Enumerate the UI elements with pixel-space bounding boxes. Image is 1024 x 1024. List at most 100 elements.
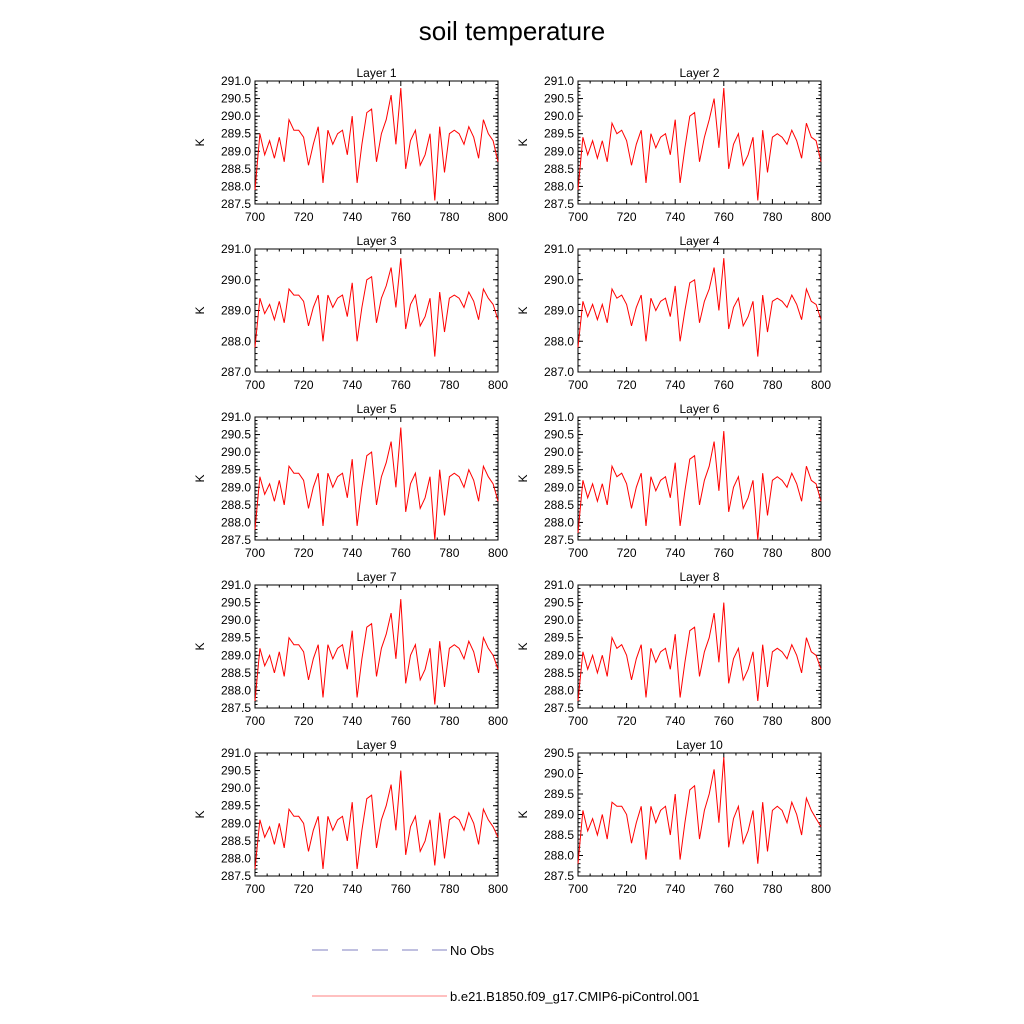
x-tick-label: 800: [811, 210, 831, 224]
y-tick-label: 291.0: [221, 74, 251, 88]
series-line: [577, 757, 822, 864]
y-tick-label: 291.0: [221, 242, 251, 256]
x-tick-label: 780: [439, 210, 459, 224]
x-tick-label: 720: [294, 210, 314, 224]
series-line: [577, 431, 822, 541]
x-tick-label: 780: [762, 882, 782, 896]
panel-title: Layer 4: [679, 234, 719, 248]
x-tick-label: 740: [665, 882, 685, 896]
x-tick-label: 780: [439, 546, 459, 560]
y-tick-label: 291.0: [221, 578, 251, 592]
x-tick-label: 780: [439, 714, 459, 728]
x-tick-label: 740: [665, 546, 685, 560]
y-tick-label: 287.5: [221, 701, 251, 715]
x-tick-label: 720: [617, 882, 637, 896]
x-tick-label: 740: [342, 378, 362, 392]
x-tick-label: 760: [391, 210, 411, 224]
x-tick-label: 720: [617, 714, 637, 728]
y-tick-label: 288.0: [544, 849, 574, 863]
x-tick-label: 760: [391, 378, 411, 392]
plot-frame: [577, 80, 822, 205]
plot-frame: [577, 416, 822, 541]
y-tick-label: 288.0: [221, 851, 251, 865]
y-tick-label: 290.0: [221, 273, 251, 287]
y-tick-label: 290.0: [544, 109, 574, 123]
x-tick-label: 780: [439, 378, 459, 392]
plot-frame: [254, 416, 499, 541]
series-line: [254, 599, 499, 705]
y-tick-label: 289.5: [544, 631, 574, 645]
panel-title: Layer 5: [356, 402, 396, 416]
y-axis-label: K: [193, 138, 207, 146]
series-line: [254, 258, 499, 357]
y-tick-label: 288.5: [544, 162, 574, 176]
series-line: [577, 602, 822, 702]
y-tick-label: 288.0: [544, 683, 574, 697]
y-tick-label: 288.0: [544, 334, 574, 348]
panel-layer-5: Layer 5 K 700 720 740 760 780 800 287.5 288.0 288.…: [193, 402, 508, 560]
x-tick-label: 780: [439, 882, 459, 896]
x-tick-label: 720: [617, 210, 637, 224]
x-tick-label: 700: [245, 378, 265, 392]
x-tick-label: 700: [245, 546, 265, 560]
y-tick-label: 290.5: [221, 596, 251, 610]
panel-title: Layer 10: [676, 738, 723, 752]
x-tick-label: 740: [342, 714, 362, 728]
y-tick-label: 290.5: [221, 92, 251, 106]
y-tick-label: 291.0: [544, 74, 574, 88]
y-tick-label: 289.5: [544, 787, 574, 801]
x-tick-label: 760: [714, 882, 734, 896]
y-tick-label: 287.5: [544, 533, 574, 547]
panel-layer-9: Layer 9 K 700 720 740 760 780 800 287.5 288.0 288.…: [193, 738, 508, 896]
x-tick-label: 740: [665, 210, 685, 224]
y-tick-label: 289.0: [221, 816, 251, 830]
x-tick-label: 800: [811, 882, 831, 896]
series-line: [254, 770, 499, 870]
x-tick-label: 800: [488, 378, 508, 392]
y-tick-label: 287.0: [544, 365, 574, 379]
plot-frame: [254, 248, 499, 373]
x-tick-label: 740: [342, 546, 362, 560]
y-tick-label: 288.5: [221, 834, 251, 848]
y-tick-label: 290.5: [221, 428, 251, 442]
legend-label-no-obs: No Obs: [450, 943, 495, 958]
panel-layer-6: Layer 6 K 700 720 740 760 780 800 287.5 288.0 288.…: [516, 402, 831, 560]
x-tick-label: 700: [245, 210, 265, 224]
y-axis-label: K: [193, 474, 207, 482]
legend: No Obs b.e21.B1850.f09_g17.CMIP6-piContr…: [312, 943, 699, 1004]
panel-title: Layer 2: [679, 66, 719, 80]
panel-layer-4: Layer 4 K 700 720 740 760 780 800 287.0 288.0 289.…: [516, 234, 831, 392]
x-tick-label: 700: [568, 378, 588, 392]
y-tick-label: 290.5: [544, 746, 574, 760]
y-tick-label: 287.5: [221, 533, 251, 547]
x-tick-label: 700: [568, 882, 588, 896]
plot-frame: [254, 584, 499, 709]
y-tick-label: 289.0: [221, 648, 251, 662]
panel-title: Layer 1: [356, 66, 396, 80]
x-tick-label: 740: [342, 210, 362, 224]
x-tick-label: 720: [294, 378, 314, 392]
series-line: [254, 427, 499, 541]
y-tick-label: 290.0: [221, 781, 251, 795]
panel-title: Layer 7: [356, 570, 396, 584]
x-tick-label: 720: [294, 714, 314, 728]
panel-layer-2: Layer 2 K 700 720 740 760 780 800 287.5 288.0 288.…: [516, 66, 831, 224]
panel-title: Layer 8: [679, 570, 719, 584]
x-tick-label: 800: [488, 210, 508, 224]
panels-grid: Layer 1 K 700 720 740 760 780 800 287.5 288.0 288.…: [193, 66, 831, 896]
legend-label-model: b.e21.B1850.f09_g17.CMIP6-piControl.001: [450, 989, 699, 1004]
x-tick-label: 780: [762, 714, 782, 728]
panel-layer-8: Layer 8 K 700 720 740 760 780 800 287.5 288.0 288.…: [516, 570, 831, 728]
x-tick-label: 740: [342, 882, 362, 896]
y-tick-label: 290.5: [221, 764, 251, 778]
y-tick-label: 287.5: [544, 701, 574, 715]
y-tick-label: 291.0: [544, 242, 574, 256]
y-axis-label: K: [193, 810, 207, 818]
x-tick-label: 780: [762, 378, 782, 392]
y-tick-label: 289.0: [221, 480, 251, 494]
x-tick-label: 740: [665, 378, 685, 392]
y-tick-label: 289.5: [221, 799, 251, 813]
y-axis-label: K: [516, 642, 530, 650]
y-tick-label: 290.0: [544, 273, 574, 287]
